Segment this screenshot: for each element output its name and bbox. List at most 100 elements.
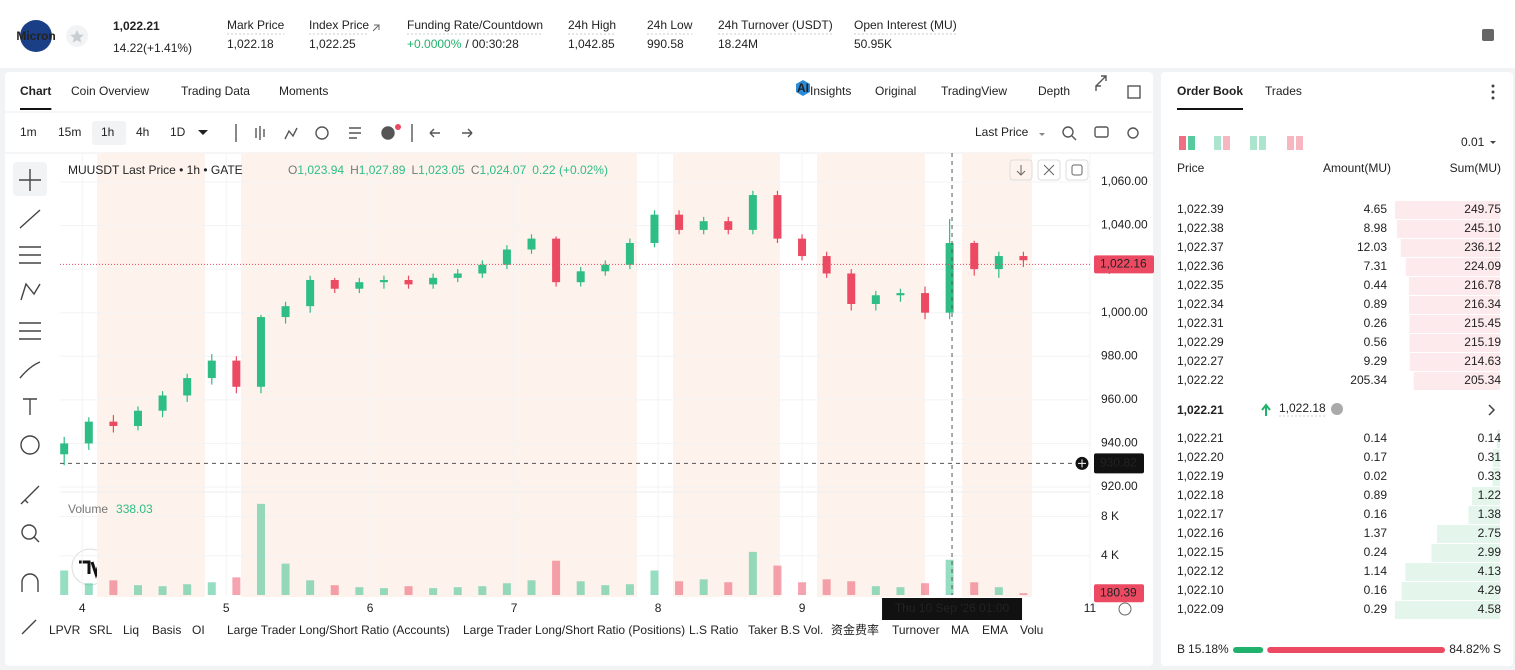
- chart-tab[interactable]: Chart: [20, 84, 51, 98]
- amount: 0.56: [1364, 335, 1388, 349]
- sum: 249.75: [1464, 202, 1501, 216]
- dropdown-icon[interactable]: [1039, 133, 1045, 136]
- sum: 205.34: [1464, 373, 1501, 387]
- stat-value-text: 1,022.18: [227, 37, 274, 51]
- volume-bar: [527, 580, 536, 595]
- candle-body: [109, 421, 118, 426]
- amount: 7.31: [1364, 259, 1388, 273]
- interval[interactable]: 1D: [170, 125, 186, 139]
- sum: 2.75: [1478, 526, 1502, 540]
- view-tab[interactable]: TradingView: [941, 84, 1007, 98]
- candle-body: [281, 306, 290, 318]
- candle-body: [183, 378, 192, 396]
- interval[interactable]: 1h: [101, 125, 114, 139]
- interval[interactable]: 15m: [58, 125, 81, 139]
- amount: 0.14: [1364, 431, 1388, 445]
- orderbook-tab[interactable]: Trades: [1265, 84, 1302, 98]
- crosshair-time-label: Thu 10 Sep '26 01:00: [895, 601, 1010, 615]
- indicator[interactable]: Volu: [1020, 623, 1043, 637]
- buy-label: B: [1177, 642, 1185, 656]
- orderbook-tab[interactable]: Order Book: [1177, 84, 1243, 98]
- amount: 1.14: [1364, 564, 1388, 578]
- candle-body: [207, 360, 216, 379]
- indicator[interactable]: Taker B.S Vol.: [748, 623, 823, 637]
- x-tick-label: 5: [223, 601, 230, 615]
- indicator[interactable]: Large Trader Long/Short Ratio (Accounts): [227, 623, 450, 637]
- logo: [20, 20, 52, 52]
- y-tick-label: 1,060.00: [1101, 174, 1148, 188]
- price: 1,022.39: [1177, 202, 1224, 216]
- candle-body: [625, 242, 634, 265]
- logo-text: Micron: [16, 29, 55, 43]
- price: 1,022.16: [1177, 526, 1224, 540]
- indicator[interactable]: Liq: [123, 623, 139, 637]
- sum: 224.09: [1464, 259, 1501, 273]
- interval[interactable]: 4h: [136, 125, 149, 139]
- view-tab[interactable]: Insights: [810, 84, 851, 98]
- crosshair-price-tag: [1094, 453, 1144, 474]
- chart-tab[interactable]: Coin Overview: [71, 84, 149, 98]
- layout-button[interactable]: [1482, 29, 1494, 41]
- indicator[interactable]: Basis: [152, 623, 181, 637]
- notice-dot: [395, 124, 401, 130]
- x-tick-label: 6: [367, 601, 374, 615]
- volume-bar: [650, 570, 659, 595]
- volume-bar: [404, 586, 413, 595]
- indicator[interactable]: Large Trader Long/Short Ratio (Positions…: [463, 623, 685, 637]
- stat-value-text: +0.0000%: [407, 37, 462, 51]
- stat-label: 24h Low: [647, 18, 693, 32]
- indicator[interactable]: L.S Ratio: [689, 623, 739, 637]
- candle-body: [994, 256, 1003, 270]
- indicator[interactable]: MA: [951, 623, 969, 637]
- indicator[interactable]: SRL: [89, 623, 113, 637]
- precision[interactable]: 0.01: [1461, 135, 1485, 149]
- column-head: Amount(MU): [1323, 161, 1391, 175]
- price: 1,022.12: [1177, 564, 1224, 578]
- sum: 4.13: [1478, 564, 1502, 578]
- depth-bar: [1496, 430, 1500, 448]
- indicator[interactable]: Turnover: [892, 623, 940, 637]
- volume-bar: [355, 587, 364, 595]
- dropdown-icon[interactable]: [198, 130, 208, 135]
- sum: 215.19: [1464, 335, 1501, 349]
- indicator[interactable]: OI: [192, 623, 205, 637]
- price: 1,022.20: [1177, 450, 1224, 464]
- volume-bar: [748, 551, 757, 595]
- last-price-tag: [1094, 255, 1154, 274]
- price-source[interactable]: Last Price: [975, 125, 1029, 139]
- volume-bar: [306, 580, 315, 595]
- sell-label: S: [1493, 642, 1501, 656]
- chart-tab[interactable]: Moments: [279, 84, 328, 98]
- stat-value-text: 1,022.25: [309, 37, 356, 51]
- amount: 9.29: [1364, 354, 1388, 368]
- sum: 0.14: [1478, 431, 1502, 445]
- indicator[interactable]: 资金费率: [831, 622, 879, 637]
- amount: 0.29: [1364, 602, 1388, 616]
- volume-bar: [970, 582, 979, 595]
- indicator[interactable]: EMA: [982, 623, 1008, 637]
- price: 1,022.31: [1177, 316, 1224, 330]
- depth-bar: [1405, 258, 1500, 276]
- sum: 2.99: [1478, 545, 1502, 559]
- stat-value: 18.24M: [718, 37, 758, 51]
- price-change: 14.22(+1.41%): [113, 41, 192, 55]
- depth-bar: [1409, 353, 1500, 371]
- sell-bar: [1267, 647, 1445, 653]
- view-tab[interactable]: Depth: [1038, 84, 1070, 98]
- x-tick-label: 8: [655, 601, 662, 615]
- indicator[interactable]: LPVR: [49, 623, 81, 637]
- view-tab[interactable]: Original: [875, 84, 916, 98]
- volume-title: Volume: [68, 502, 108, 516]
- price: 1,022.35: [1177, 278, 1224, 292]
- candle-body: [773, 195, 782, 239]
- chart-tab[interactable]: Trading Data: [181, 84, 250, 98]
- candle-body: [502, 249, 511, 265]
- buy-ratio: B 15.18%: [1177, 642, 1229, 656]
- ohlc-value: 1,024.07: [480, 163, 527, 177]
- pane-buttons: [1009, 159, 1132, 616]
- stat-value: +0.0000%/ 00:30:28: [407, 37, 519, 51]
- mid-price: 1,022.21: [1177, 403, 1224, 417]
- volume-bar: [822, 579, 831, 595]
- price: 1,022.29: [1177, 335, 1224, 349]
- interval[interactable]: 1m: [20, 125, 37, 139]
